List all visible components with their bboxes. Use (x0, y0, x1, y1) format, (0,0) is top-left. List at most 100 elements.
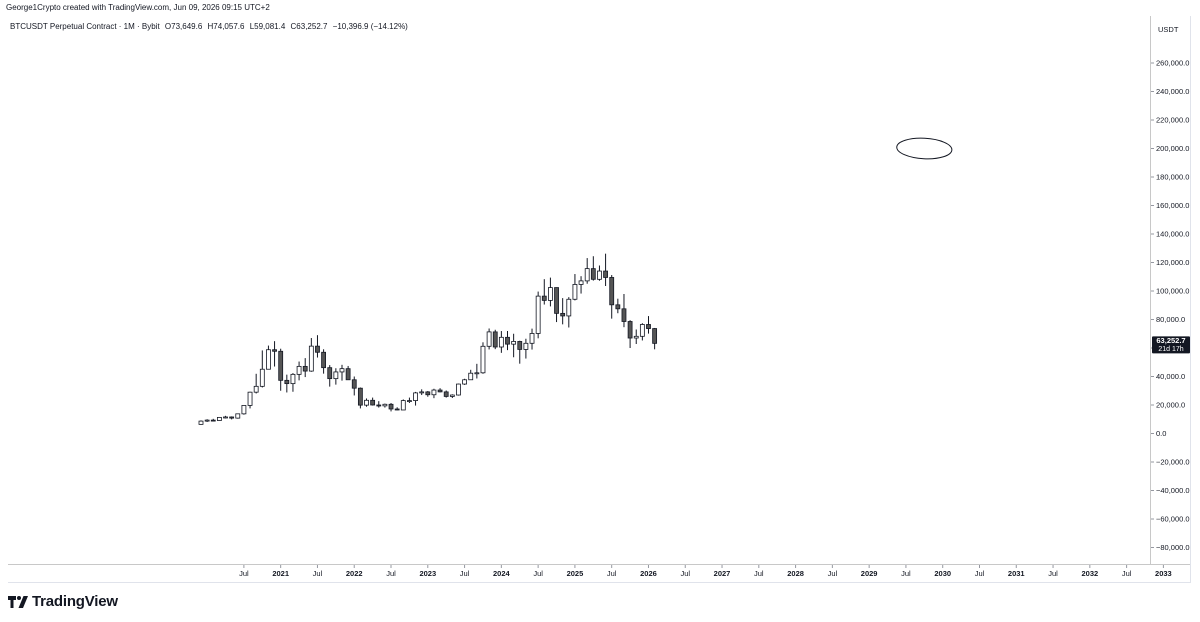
candle[interactable] (468, 369, 474, 381)
candle[interactable] (603, 253, 608, 287)
candle[interactable] (351, 376, 357, 396)
candle[interactable] (523, 338, 529, 359)
candle[interactable] (284, 374, 290, 393)
candle[interactable] (652, 327, 658, 350)
candle[interactable] (321, 349, 327, 374)
symbol-name[interactable]: BTCUSDT Perpetual Contract · 1M · Bybit (10, 22, 160, 31)
price-tick-label: −20,000.0 (1156, 458, 1190, 467)
candle[interactable] (290, 373, 296, 392)
time-tick-label: Jul (533, 569, 543, 578)
candle[interactable] (210, 418, 216, 422)
price-tick-label: 200,000.0 (1156, 144, 1189, 153)
candle-body-down (327, 367, 333, 380)
candle[interactable] (302, 358, 308, 378)
candle[interactable] (597, 265, 602, 281)
candle-body-up (419, 391, 425, 394)
candle[interactable] (272, 341, 277, 367)
candle[interactable] (511, 333, 517, 358)
candle[interactable] (407, 397, 412, 404)
candle[interactable] (609, 275, 615, 319)
candle[interactable] (529, 328, 535, 350)
candle[interactable] (443, 390, 449, 398)
candle[interactable] (505, 331, 510, 351)
candle[interactable] (633, 329, 639, 345)
candle[interactable] (400, 399, 406, 411)
candle[interactable] (204, 419, 210, 422)
candle[interactable] (627, 320, 633, 348)
candle[interactable] (253, 373, 259, 394)
candle[interactable] (364, 398, 369, 407)
candle-body-down (554, 287, 559, 314)
time-scale[interactable]: Jul 2021 Jul 2022 Jul 2023 Jul 2024 Jul 2025 Jul 20… (239, 565, 1172, 578)
candle[interactable] (578, 276, 584, 294)
candle[interactable] (437, 388, 443, 393)
candle[interactable] (216, 416, 222, 421)
candle[interactable] (590, 256, 596, 281)
candle[interactable] (492, 329, 498, 350)
candle[interactable] (266, 345, 271, 370)
candle-body-down (272, 349, 277, 352)
candle[interactable] (339, 364, 345, 381)
candle[interactable] (517, 340, 523, 364)
candle[interactable] (584, 258, 590, 284)
candle[interactable] (560, 298, 566, 325)
candle[interactable] (572, 274, 578, 301)
candle[interactable] (382, 403, 388, 408)
candle-body-down (394, 408, 400, 411)
candle[interactable] (296, 361, 302, 381)
ohlc-close: C63,252.7 (290, 22, 328, 31)
candle[interactable] (235, 413, 241, 419)
candle-body-down (388, 403, 394, 410)
candle[interactable] (621, 293, 627, 328)
candle-body-up (548, 287, 553, 301)
candle[interactable] (419, 389, 425, 396)
candle[interactable] (388, 403, 394, 412)
candle[interactable] (223, 415, 228, 419)
candle[interactable] (566, 297, 572, 328)
candle[interactable] (480, 342, 486, 374)
candle[interactable] (259, 350, 265, 388)
candle[interactable] (541, 279, 547, 305)
price-scale[interactable]: USDT 260,000.0 240,000.0 220,000.0 200,000.0… (1151, 25, 1190, 552)
ohlc-high: H74,057.6 (207, 22, 245, 31)
candle[interactable] (486, 328, 492, 350)
candle[interactable] (548, 277, 553, 307)
candle[interactable] (198, 420, 204, 425)
candle[interactable] (376, 401, 382, 408)
candle-body-up (290, 373, 296, 385)
candle-body-down (370, 399, 376, 406)
candle[interactable] (357, 387, 363, 409)
candle-body-down (210, 419, 216, 422)
candle[interactable] (229, 416, 235, 420)
time-tick-label: 2024 (493, 569, 511, 578)
candle-body-down (284, 379, 290, 385)
candle[interactable] (639, 323, 645, 341)
candle[interactable] (370, 397, 376, 406)
candle[interactable] (315, 335, 320, 358)
candle[interactable] (554, 287, 559, 323)
price-tick-label: 160,000.0 (1156, 201, 1189, 210)
ellipse-drawing[interactable] (896, 137, 953, 160)
tradingview-brand[interactable]: TradingView (8, 593, 118, 610)
candle[interactable] (413, 391, 418, 406)
candle[interactable] (646, 316, 651, 334)
candle[interactable] (345, 365, 351, 381)
candle[interactable] (247, 391, 253, 409)
candle[interactable] (474, 363, 480, 379)
candle[interactable] (431, 388, 437, 399)
candle[interactable] (425, 391, 431, 397)
candle[interactable] (498, 331, 504, 353)
candle[interactable] (449, 394, 455, 399)
candle[interactable] (333, 368, 339, 385)
candle[interactable] (278, 348, 284, 391)
candle[interactable] (241, 405, 247, 415)
candle[interactable] (394, 407, 400, 411)
candle[interactable] (327, 365, 333, 387)
candle[interactable] (615, 298, 621, 314)
candle[interactable] (456, 383, 461, 396)
candle[interactable] (308, 338, 314, 372)
candle[interactable] (462, 378, 467, 385)
last-price-badge (1152, 336, 1190, 354)
candle[interactable] (535, 291, 541, 339)
